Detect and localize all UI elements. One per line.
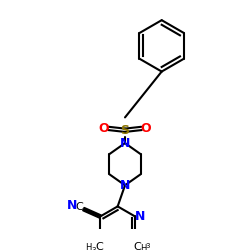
Text: N: N: [134, 210, 145, 223]
Text: O: O: [98, 122, 109, 135]
Text: H: H: [85, 243, 91, 250]
Text: H: H: [140, 244, 146, 250]
Text: C: C: [96, 242, 103, 250]
Text: 3: 3: [146, 243, 150, 249]
Text: S: S: [120, 124, 130, 137]
Text: N: N: [66, 199, 77, 212]
Text: C: C: [133, 242, 141, 250]
Text: N: N: [120, 179, 130, 192]
Text: C: C: [75, 202, 83, 212]
Text: 3: 3: [92, 246, 96, 250]
Text: O: O: [141, 122, 152, 135]
Text: N: N: [120, 136, 130, 149]
